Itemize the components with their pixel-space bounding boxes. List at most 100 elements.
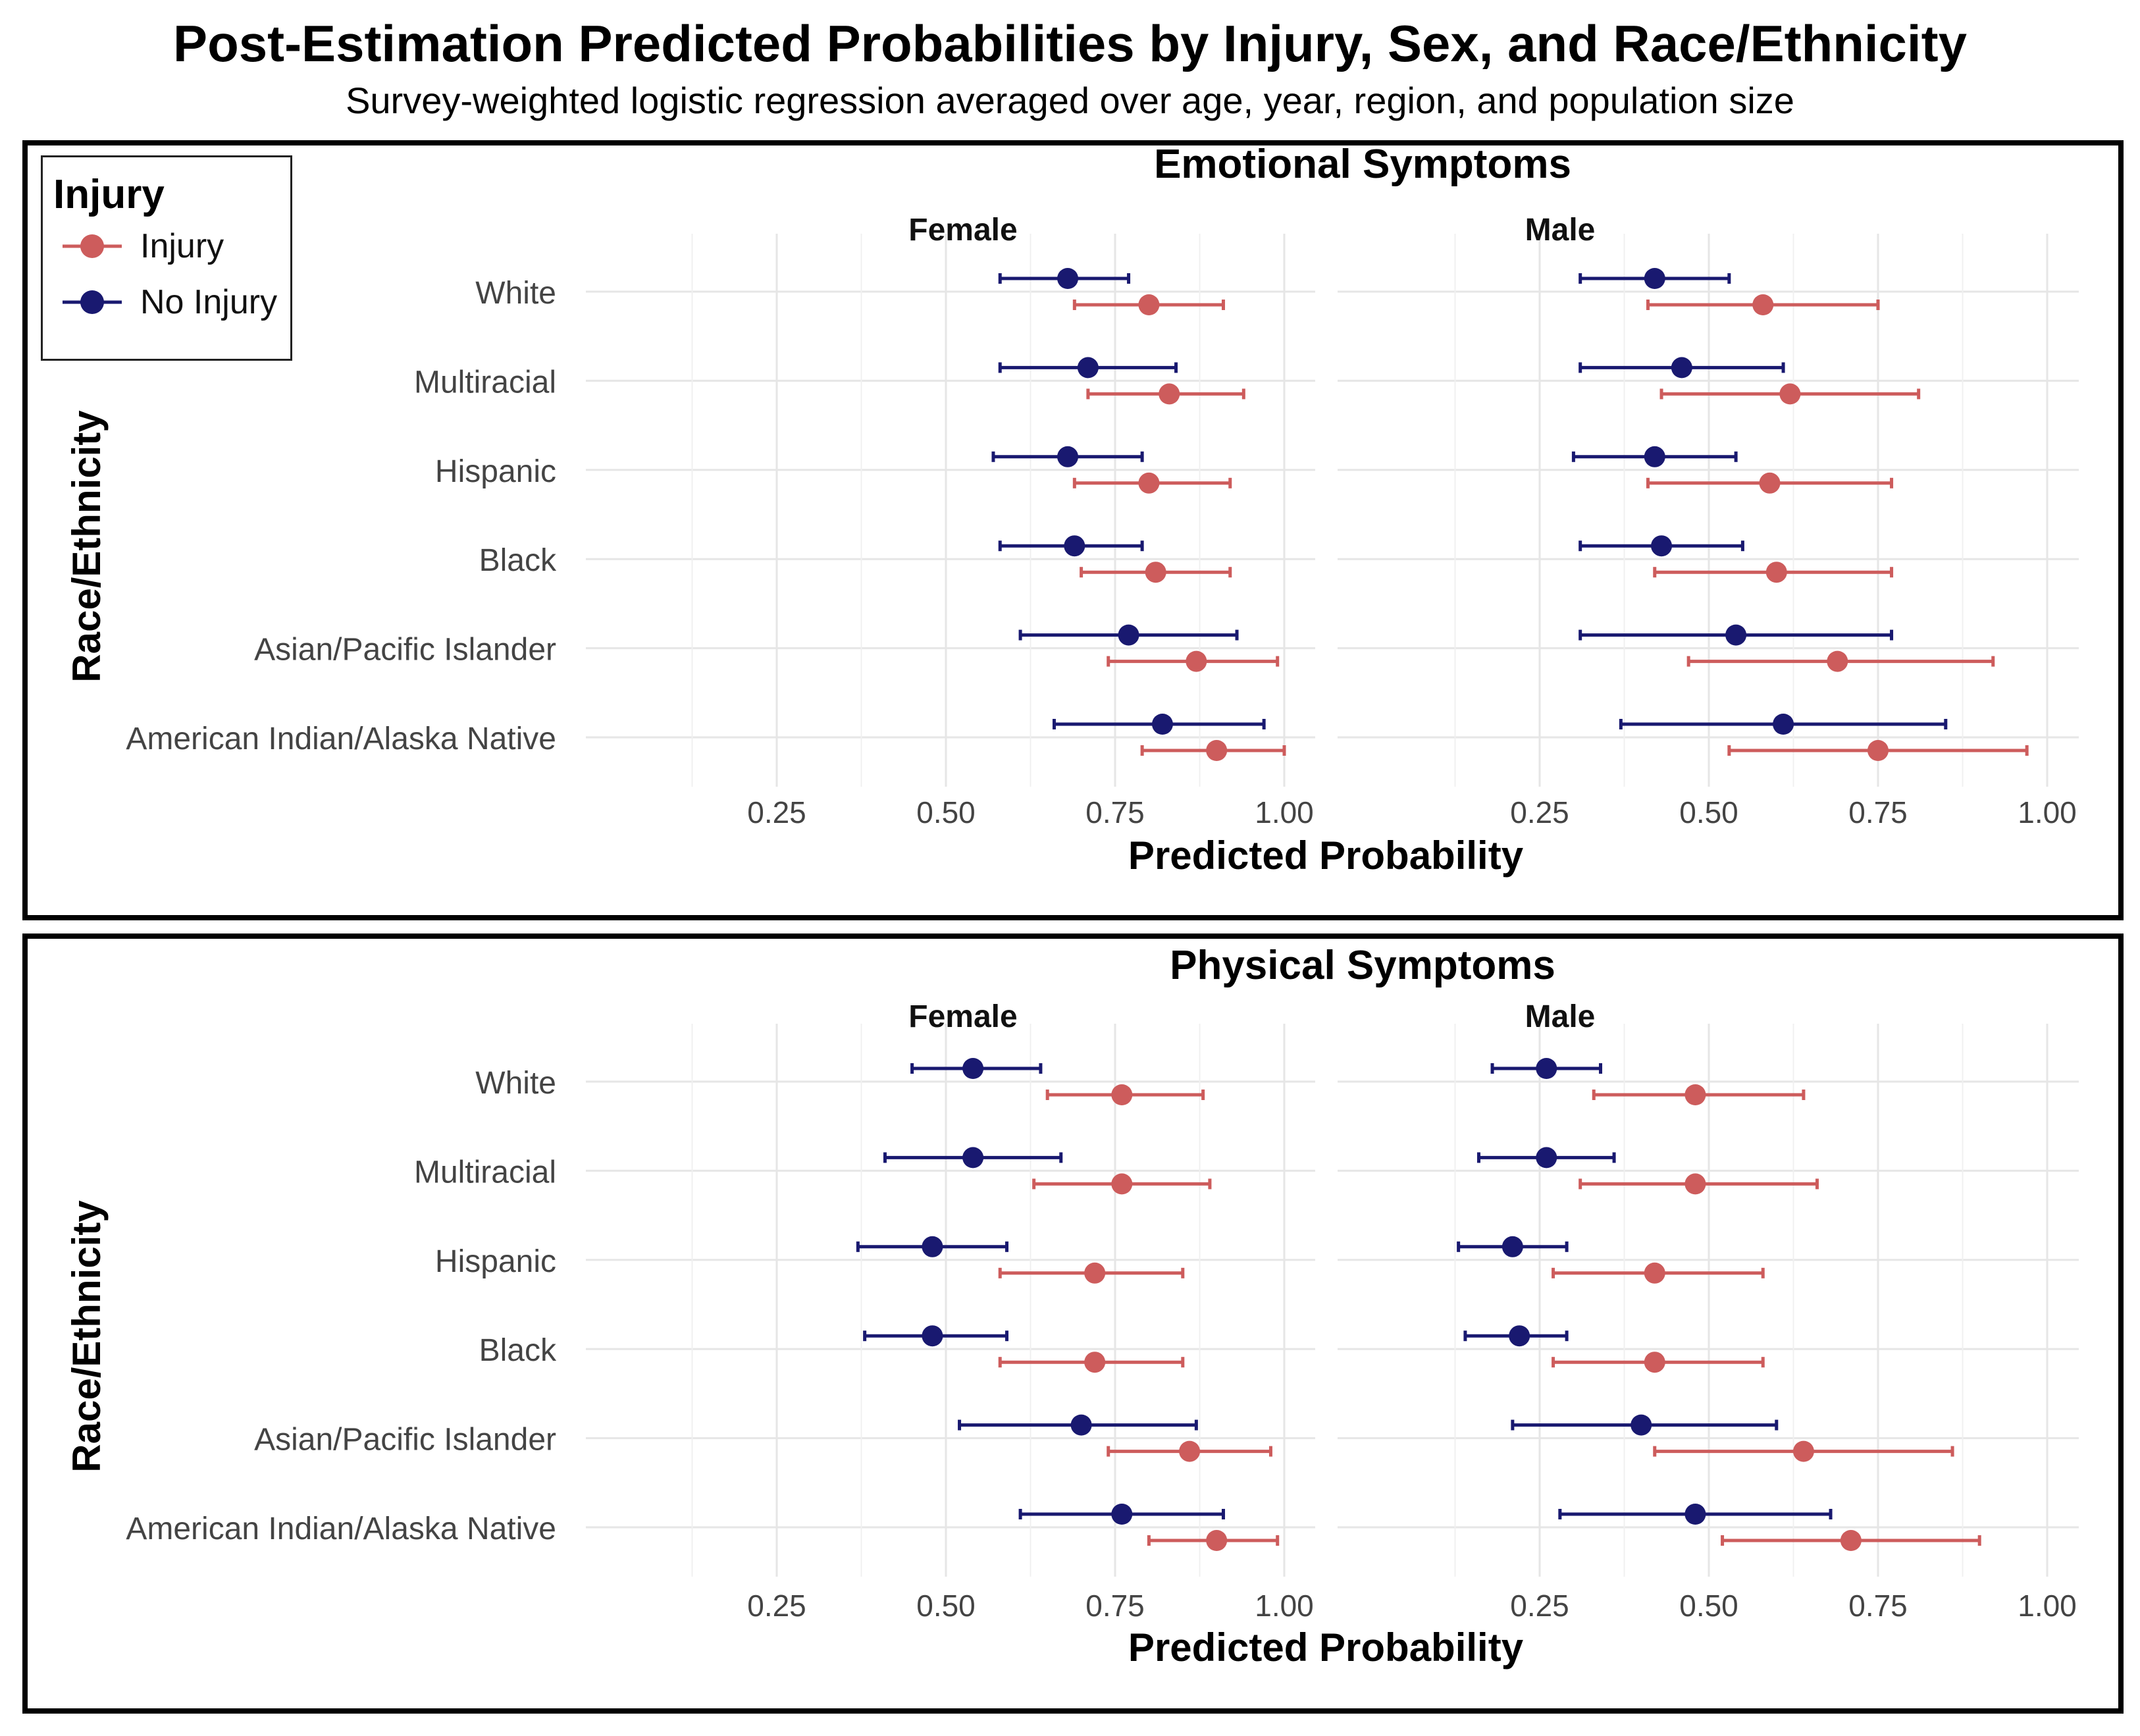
category-label-american-indian-alaska-native: American Indian/Alaska Native	[126, 722, 556, 756]
point-injury-hispanic	[1084, 1263, 1105, 1284]
x-tick-label-1-00: 1.00	[2018, 1589, 2077, 1623]
point-no-injury-multiracial	[1536, 1147, 1557, 1168]
category-label-hispanic: Hispanic	[435, 454, 556, 489]
point-no-injury-american-indian-alaska-native	[1684, 1504, 1706, 1525]
point-no-injury-american-indian-alaska-native	[1152, 714, 1173, 735]
legend-title: Injury	[53, 172, 165, 218]
category-label-black: Black	[479, 543, 557, 578]
legend-item-no-injury: No Injury	[56, 279, 293, 325]
x-tick-label-1-00: 1.00	[1255, 1589, 1314, 1623]
x-tick-label-0-25: 0.25	[1510, 795, 1569, 829]
category-label-white: White	[475, 276, 556, 311]
x-tick-label-0-50: 0.50	[916, 1589, 976, 1623]
legend-key-injury	[56, 223, 135, 269]
x-tick-label-0-75: 0.75	[1085, 1589, 1145, 1623]
legend-item-injury: Injury	[56, 223, 293, 269]
point-no-injury-american-indian-alaska-native	[1111, 1504, 1132, 1525]
point-injury-white	[1684, 1084, 1706, 1105]
x-tick-label-0-25: 0.25	[1510, 1589, 1569, 1623]
point-no-injury-white	[1644, 268, 1665, 289]
legend-label-injury: Injury	[140, 226, 224, 267]
point-no-injury-black	[922, 1325, 943, 1346]
point-no-injury-white	[1057, 268, 1078, 289]
point-no-injury-asian-pacific-islander	[1631, 1415, 1652, 1436]
point-no-injury-hispanic	[1502, 1236, 1523, 1257]
y-axis-title-physical-symptoms: Race/Ethnicity	[65, 1200, 109, 1473]
facet-emotional-symptoms-male: 0.25 0.50 0.75 1.00 Male	[1338, 213, 2079, 829]
plot-area: Emotional SymptomsRace/EthnicityPredicte…	[0, 0, 2140, 1736]
chart-physical-symptoms: Physical Symptoms Race/Ethnicity Predicted…	[65, 943, 2079, 1670]
point-injury-multiracial	[1779, 383, 1800, 404]
legend-label-no-injury: No Injury	[140, 282, 277, 323]
point-no-injury-black	[1509, 1325, 1530, 1346]
point-injury-white	[1111, 1084, 1132, 1105]
panel-title-physical-symptoms: Physical Symptoms	[1170, 943, 1555, 988]
point-injury-black	[1145, 562, 1166, 583]
point-no-injury-black	[1064, 535, 1085, 556]
chart-emotional-symptoms: Emotional Symptoms Race/Ethnicity Predicte…	[65, 142, 2079, 878]
legend: Injury Injury No Injury	[41, 155, 292, 361]
point-no-injury-white	[1536, 1058, 1557, 1079]
x-tick-label-0-50: 0.50	[1679, 795, 1738, 829]
point-no-injury-multiracial	[1078, 357, 1099, 378]
point-no-injury-black	[1651, 535, 1672, 556]
point-injury-white	[1138, 294, 1159, 315]
point-no-injury-white	[962, 1058, 983, 1079]
x-tick-label-0-50: 0.50	[916, 795, 976, 829]
point-no-injury-multiracial	[1671, 357, 1692, 378]
facet-label-female: Female	[908, 999, 1017, 1034]
x-tick-label-1-00: 1.00	[1255, 795, 1314, 829]
x-tick-label-1-00: 1.00	[2018, 795, 2077, 829]
point-injury-multiracial	[1684, 1173, 1706, 1194]
facet-physical-symptoms-female: 0.25 0.50 0.75 1.00 Female	[586, 999, 1315, 1623]
point-injury-white	[1752, 294, 1773, 315]
facet-label-male: Male	[1525, 999, 1596, 1034]
category-label-asian-pacific-islander: Asian/Pacific Islander	[254, 1423, 556, 1458]
category-label-multiracial: Multiracial	[414, 1155, 556, 1190]
category-label-hispanic: Hispanic	[435, 1244, 556, 1279]
facet-physical-symptoms-male: 0.25 0.50 0.75 1.00 Male	[1338, 999, 2079, 1623]
category-label-american-indian-alaska-native: American Indian/Alaska Native	[126, 1512, 556, 1546]
x-tick-label-0-25: 0.25	[747, 1589, 806, 1623]
category-label-asian-pacific-islander: Asian/Pacific Islander	[254, 633, 556, 668]
category-label-white: White	[475, 1066, 556, 1101]
x-tick-label-0-25: 0.25	[747, 795, 806, 829]
point-injury-hispanic	[1760, 473, 1781, 494]
x-tick-label-0-75: 0.75	[1848, 1589, 1908, 1623]
point-no-injury-multiracial	[962, 1147, 983, 1168]
point-no-injury-american-indian-alaska-native	[1773, 714, 1794, 735]
facet-label-female: Female	[908, 213, 1017, 248]
x-axis-title-physical-symptoms: Predicted Probability	[1128, 1625, 1524, 1670]
legend-key-dot-no-injury	[80, 290, 104, 314]
facet-emotional-symptoms-female: 0.25 0.50 0.75 1.00Female	[586, 213, 1315, 829]
category-label-multiracial: Multiracial	[414, 365, 556, 400]
point-injury-american-indian-alaska-native	[1840, 1530, 1862, 1551]
point-injury-asian-pacific-islander	[1186, 651, 1207, 672]
point-injury-multiracial	[1159, 383, 1180, 404]
point-injury-black	[1766, 562, 1787, 583]
point-injury-asian-pacific-islander	[1827, 651, 1848, 672]
legend-key-no-injury	[56, 279, 135, 325]
point-injury-hispanic	[1644, 1263, 1665, 1284]
point-injury-asian-pacific-islander	[1179, 1441, 1200, 1462]
x-tick-label-0-75: 0.75	[1848, 795, 1908, 829]
point-injury-american-indian-alaska-native	[1206, 740, 1227, 761]
point-no-injury-asian-pacific-islander	[1725, 625, 1746, 646]
point-no-injury-hispanic	[922, 1236, 943, 1257]
category-label-black: Black	[479, 1333, 557, 1368]
legend-key-dot-injury	[80, 234, 104, 258]
point-injury-multiracial	[1111, 1173, 1132, 1194]
facet-label-male: Male	[1525, 213, 1596, 248]
point-injury-american-indian-alaska-native	[1867, 740, 1889, 761]
point-injury-black	[1084, 1352, 1105, 1373]
x-axis-title-emotional-symptoms: Predicted Probability	[1128, 833, 1524, 878]
point-injury-american-indian-alaska-native	[1206, 1530, 1227, 1551]
point-no-injury-asian-pacific-islander	[1118, 625, 1139, 646]
point-injury-asian-pacific-islander	[1793, 1441, 1814, 1462]
y-axis-title-emotional-symptoms: Race/Ethnicity	[65, 410, 109, 683]
x-tick-label-0-50: 0.50	[1679, 1589, 1738, 1623]
point-no-injury-hispanic	[1644, 446, 1665, 467]
point-no-injury-hispanic	[1057, 446, 1078, 467]
point-injury-black	[1644, 1352, 1665, 1373]
point-no-injury-asian-pacific-islander	[1071, 1415, 1092, 1436]
